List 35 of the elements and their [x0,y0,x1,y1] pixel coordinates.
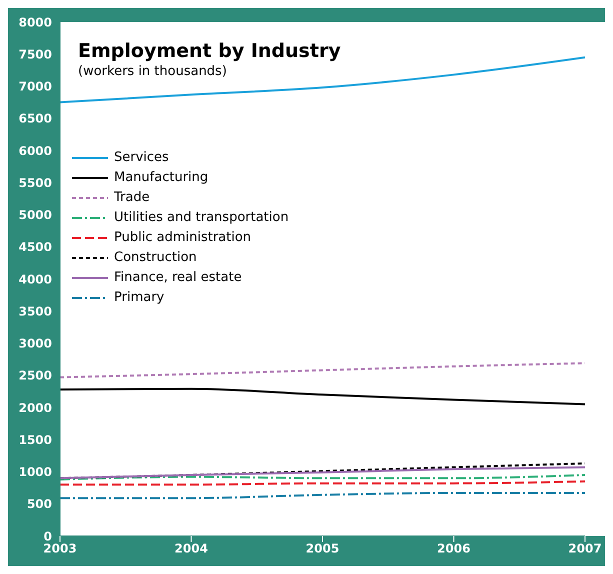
y-tick-label: 4500 [18,240,52,254]
x-tick-label: 2003 [43,542,77,556]
y-tick-label: 3000 [18,336,52,351]
y-tick-label: 7000 [18,80,52,94]
legend-label: Services [114,149,169,167]
y-tick-label: 7500 [18,47,52,62]
y-tick-label: 1500 [18,432,52,447]
x-tick-label: 2005 [306,542,340,556]
y-tick-label: 5000 [18,208,52,222]
y-tick-label: 2000 [18,400,52,415]
text: (workers in thousands) [78,64,228,79]
y-tick-label: 500 [26,497,52,512]
legend-label: Primary [114,289,164,307]
text: Employment by Industry [78,40,341,62]
x-tick-label: 2007 [568,542,602,556]
y-tick-label: 2500 [18,368,52,383]
legend-label: Trade [114,189,150,207]
y-tick-label: 3500 [18,304,52,318]
y-tick-label: 6000 [18,144,52,158]
line-series [60,466,585,480]
legend-label: Construction [114,249,197,267]
line-series [60,388,585,406]
y-tick-label: 6500 [18,112,52,126]
legend-label: Finance, real estate [114,269,242,287]
legend-label: Utilities and transportation [114,209,289,227]
y-tick-label: 0 [44,529,52,544]
x-tick-label: 2006 [437,542,470,556]
legend-label: Manufacturing [114,169,208,187]
legend-label: Public administration [114,229,252,247]
y-tick-label: 1000 [18,465,52,480]
x-tick-label: 2004 [174,542,208,556]
y-tick-label: 4000 [18,272,52,286]
y-tick-label: 8000 [18,15,52,30]
y-tick-label: 5500 [18,176,52,190]
line-series [60,362,585,378]
